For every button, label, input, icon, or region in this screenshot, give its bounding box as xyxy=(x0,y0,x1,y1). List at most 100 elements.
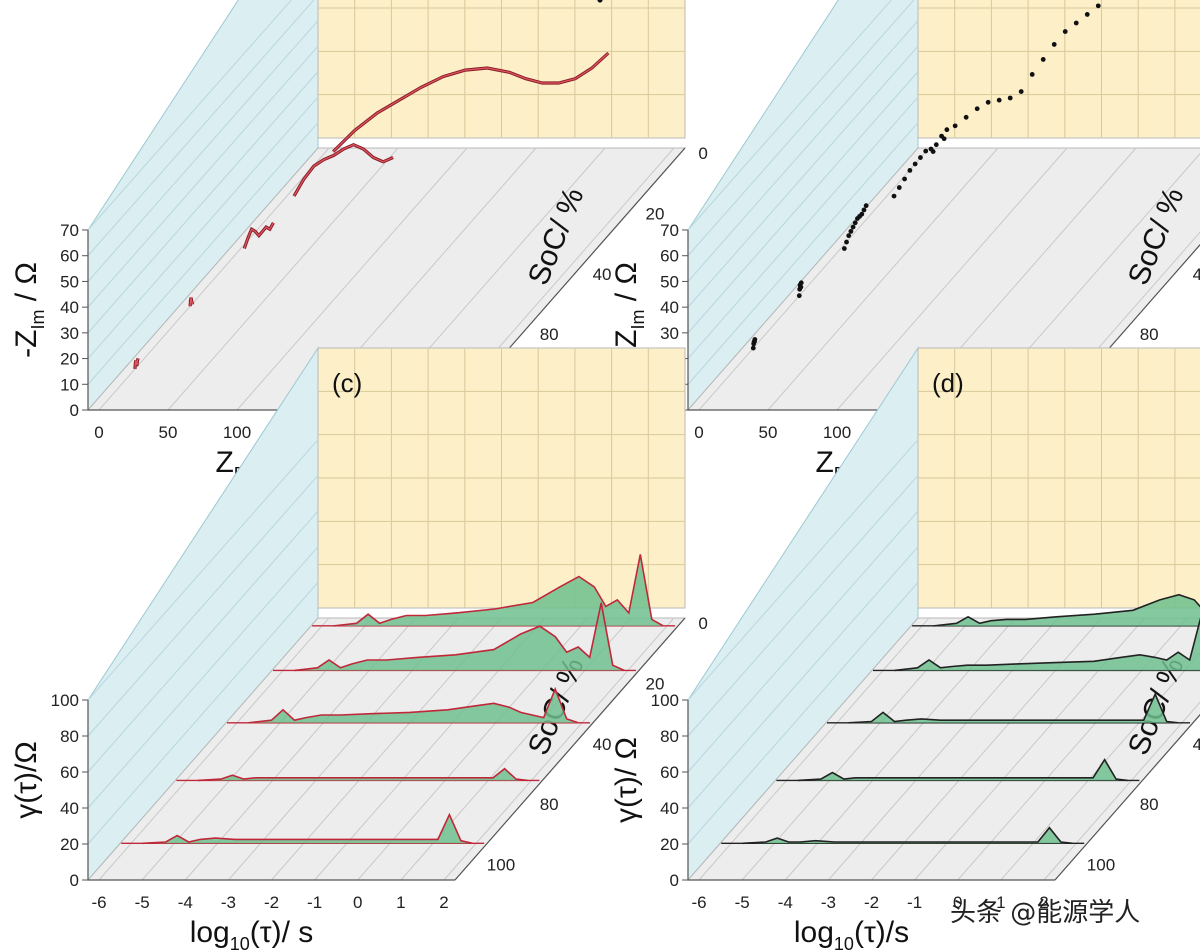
series-area-80 xyxy=(797,759,1128,781)
floor-grid xyxy=(98,617,330,881)
data-point-0 xyxy=(1062,29,1068,34)
y-tick-label: 60 xyxy=(660,247,679,266)
series-line-highlight-0 xyxy=(332,52,609,153)
x-tick-label: 1 xyxy=(396,893,405,912)
series-line-highlight-40 xyxy=(243,222,274,249)
back-wall xyxy=(917,0,1200,139)
series-area-0 xyxy=(333,554,664,626)
side-grid xyxy=(87,45,319,308)
y-tick-label: 60 xyxy=(60,247,79,266)
floor-grid xyxy=(836,147,1068,411)
x-tick-label: 2 xyxy=(1039,893,1048,912)
y-tick-label: 20 xyxy=(60,835,79,854)
side-grid xyxy=(687,96,919,359)
data-point-80 xyxy=(798,280,804,286)
x-tick-label: -3 xyxy=(821,893,836,912)
data-point-20 xyxy=(933,142,939,148)
data-point-40 xyxy=(850,224,856,230)
floor-grid xyxy=(236,147,468,411)
data-point-0 xyxy=(985,99,991,105)
y-axis-label: -ZIm / Ω xyxy=(10,262,48,358)
x-tick-label: -6 xyxy=(691,893,706,912)
y-tick-label: 80 xyxy=(660,727,679,746)
z-tick-label: 80 xyxy=(1140,795,1159,814)
series-line-80 xyxy=(797,758,1128,782)
series-line-0 xyxy=(933,593,1200,627)
y-tick-label: 40 xyxy=(60,298,79,317)
side-grid xyxy=(687,510,919,773)
side-grid xyxy=(687,20,919,282)
x-tick-label: -4 xyxy=(178,893,193,912)
data-point-80 xyxy=(796,293,802,299)
side-grid xyxy=(687,0,892,231)
x-tick-label: 0 xyxy=(94,423,103,442)
x-tick-label: 50 xyxy=(759,423,778,442)
y-tick-label: 100 xyxy=(51,691,79,710)
side-grid xyxy=(87,510,319,773)
z-tick-label: 80 xyxy=(540,325,559,344)
y-tick-label: 0 xyxy=(70,871,79,890)
x-tick-label: -5 xyxy=(735,893,750,912)
y-tick-label: 20 xyxy=(60,350,79,369)
floor-grid xyxy=(741,617,973,881)
panel-label: (c) xyxy=(332,368,362,398)
data-point-40 xyxy=(861,207,867,213)
y-tick-label: 10 xyxy=(60,375,79,394)
data-point-100b xyxy=(597,0,603,3)
series-line-highlight-80 xyxy=(189,297,194,307)
series-line-40 xyxy=(248,686,579,724)
panel-a: 0102030405060700501001502002500204080100… xyxy=(10,0,708,484)
x-tick-label: -1 xyxy=(307,893,322,912)
side-grid xyxy=(87,122,319,385)
side-grid xyxy=(687,582,919,845)
y-tick-label: 40 xyxy=(660,298,679,317)
data-point-40 xyxy=(863,203,869,209)
side-grid xyxy=(87,20,319,282)
series-line-100 xyxy=(742,826,1073,845)
x-axis-label: log10(τ)/ s xyxy=(190,916,314,950)
y-axis-label: γ(τ)/Ω xyxy=(10,741,43,819)
data-point-40 xyxy=(859,211,865,217)
side-grid xyxy=(87,0,315,257)
series-area-40 xyxy=(848,694,1179,723)
floor-grid xyxy=(698,617,930,881)
y-tick-label: 30 xyxy=(660,324,679,343)
z-tick-label: 80 xyxy=(1140,325,1159,344)
x-tick-label: -5 xyxy=(135,893,150,912)
data-point-20 xyxy=(944,127,950,133)
side-grid xyxy=(687,45,919,308)
x-tick-label: -6 xyxy=(91,893,106,912)
x-tick-label: -2 xyxy=(264,893,279,912)
x-tick-label: -2 xyxy=(864,893,879,912)
z-tick-label: 100 xyxy=(487,855,515,874)
data-point-20 xyxy=(923,148,929,154)
data-point-100 xyxy=(752,337,758,342)
side-grid xyxy=(687,71,919,334)
data-point-40 xyxy=(846,233,852,239)
series-line-highlight-20 xyxy=(293,144,394,197)
side-grid xyxy=(687,122,919,385)
data-point-0 xyxy=(1073,20,1079,26)
y-tick-label: 40 xyxy=(60,799,79,818)
z-tick-label: 40 xyxy=(593,265,612,284)
y-tick-label: 50 xyxy=(660,272,679,291)
data-point-0 xyxy=(963,114,969,120)
z-tick-label: 80 xyxy=(540,795,559,814)
series-area-40 xyxy=(248,689,579,723)
panel-label: (d) xyxy=(932,368,964,398)
series-area-100 xyxy=(742,827,1073,844)
x-tick-label: 0 xyxy=(353,893,362,912)
y-tick-label: 0 xyxy=(670,871,679,890)
side-grid xyxy=(87,475,319,737)
data-point-40 xyxy=(848,228,854,234)
floor-grid xyxy=(167,147,399,411)
floor-grid xyxy=(698,147,930,411)
data-point-0 xyxy=(1007,95,1013,101)
series-line-20 xyxy=(894,617,1200,672)
y-tick-label: 60 xyxy=(660,763,679,782)
floor-grid xyxy=(98,147,330,411)
side-grid xyxy=(87,439,319,701)
y-tick-label: 0 xyxy=(70,401,79,420)
x-tick-label: 0 xyxy=(694,423,703,442)
